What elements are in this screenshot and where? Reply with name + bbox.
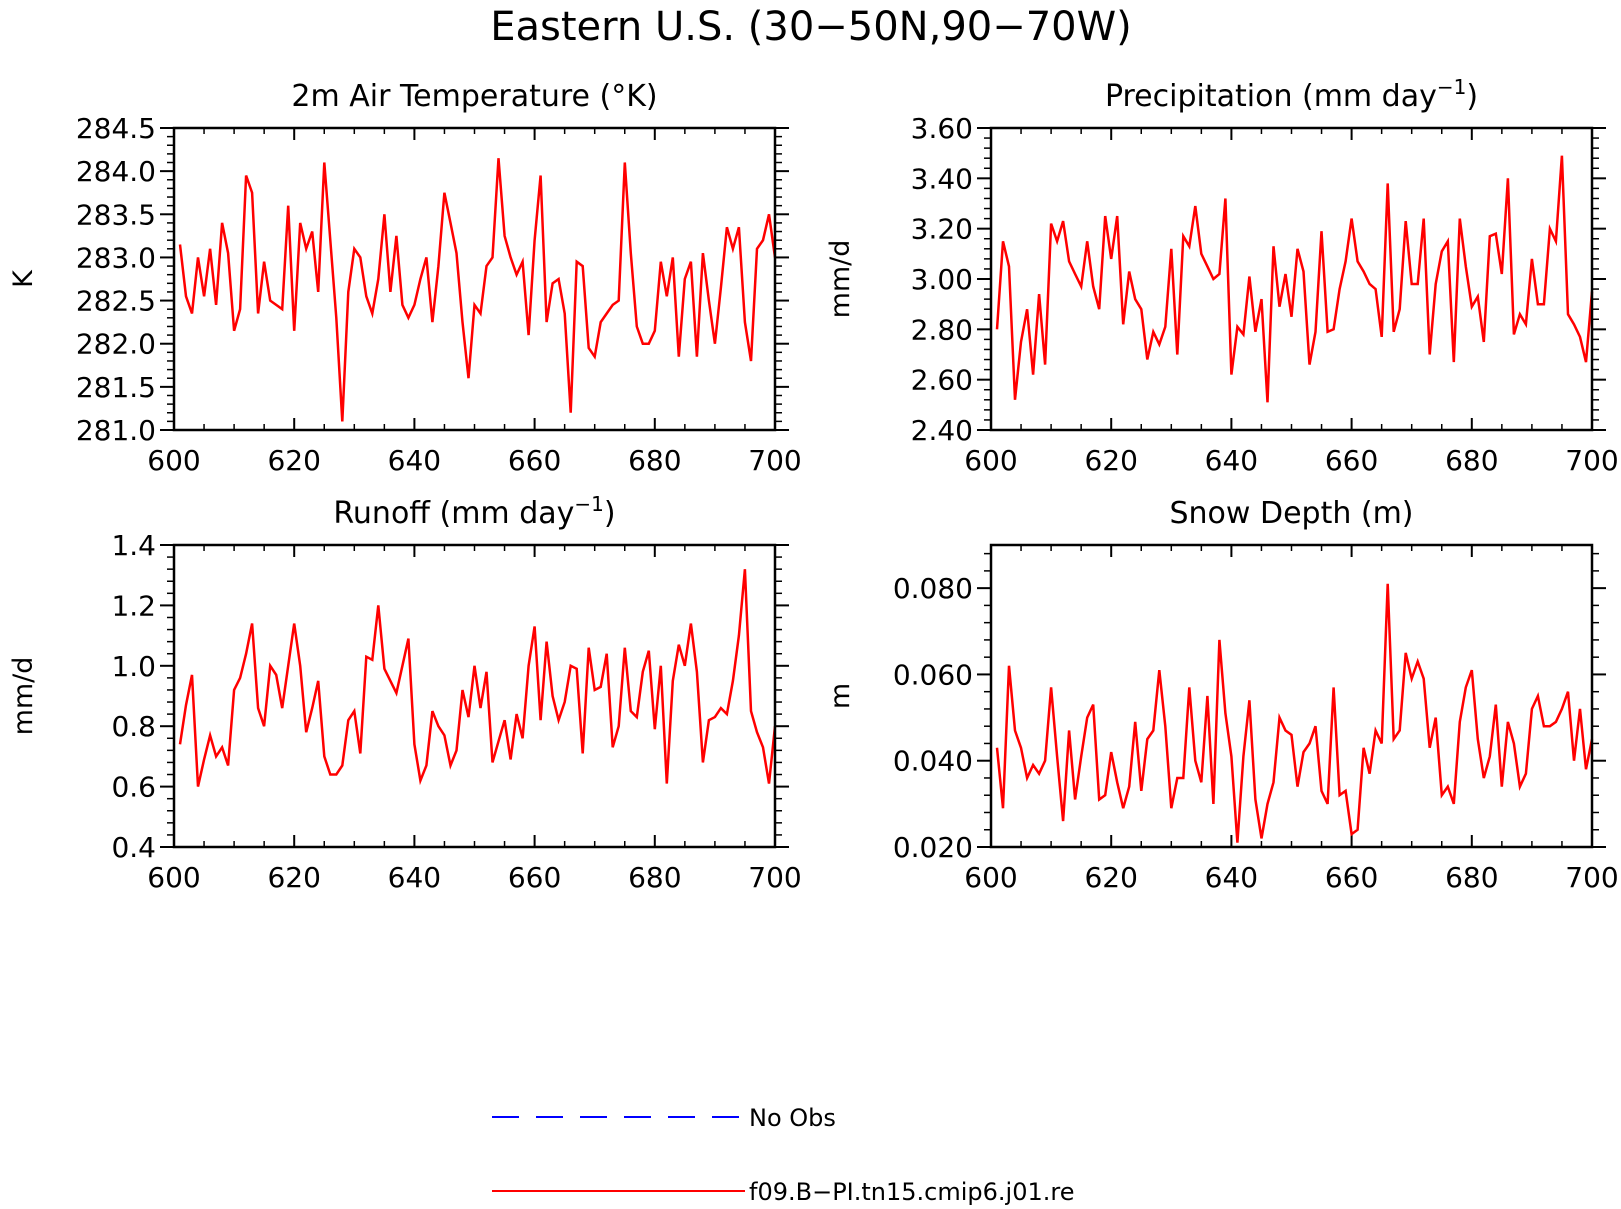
x-tick-label: 660	[1325, 861, 1378, 894]
y-tick-label: 0.6	[111, 771, 156, 804]
panel-title: Precipitation (mm day−1)	[1105, 75, 1478, 114]
panel-title-end: )	[604, 496, 616, 531]
panel-title: Snow Depth (m)	[1169, 496, 1413, 531]
plot-frame	[172, 543, 777, 849]
y-tick-label: 2.80	[911, 313, 973, 346]
y-tick-label: 1.0	[111, 650, 156, 683]
y-tick-label: 282.0	[76, 328, 156, 361]
legend-label-no-obs: No Obs	[749, 1104, 836, 1132]
series-line	[995, 155, 1594, 403]
x-tick-label: 600	[964, 861, 1017, 894]
panel-title: 2m Air Temperature (°K)	[291, 79, 657, 114]
y-tick-label: 0.8	[111, 710, 156, 743]
x-tick-label: 680	[628, 861, 681, 894]
y-tick-label: 0.020	[893, 831, 973, 864]
legend-label-model-run: f09.B−PI.tn15.cmip6.j01.re	[749, 1178, 1074, 1205]
x-tick-label: 600	[147, 444, 200, 477]
x-tick-label: 700	[748, 861, 801, 894]
legend-item-no-obs: No Obs	[492, 1104, 836, 1132]
x-tick-label: 620	[267, 444, 320, 477]
y-tick-label: 2.40	[911, 414, 973, 447]
x-tick-label: 640	[1205, 444, 1258, 477]
panel-2: Precipitation (mm day−1) mm/d 600 620 640 660…	[825, 75, 1619, 477]
panel-1: 2m Air Temperature (°K) K 600 620 640 660 680 7…	[8, 79, 802, 477]
y-axis-label: K	[8, 269, 39, 288]
x-tick-label: 640	[388, 444, 441, 477]
y-tick-label: 1.4	[111, 529, 156, 562]
x-tick-label: 700	[1565, 444, 1618, 477]
x-tick-label: 660	[1325, 444, 1378, 477]
x-tick-label: 640	[388, 861, 441, 894]
y-tick-label: 283.0	[76, 241, 156, 274]
x-tick-label: 640	[1205, 861, 1258, 894]
y-tick-label: 284.5	[76, 112, 156, 145]
panel-title-superscript: −1	[574, 492, 603, 516]
y-tick-label: 282.5	[76, 285, 156, 318]
panel-4: Snow Depth (m) m 600 620 640 660 680 700 0.020 0.…	[825, 496, 1619, 894]
plot-frame	[989, 543, 1594, 849]
x-tick-label: 700	[1565, 861, 1618, 894]
series-line	[178, 569, 777, 787]
plot-frame	[172, 126, 777, 432]
y-axis-label: m	[825, 683, 856, 709]
panel-title: Runoff (mm day−1)	[333, 492, 615, 531]
panel-title-superscript: −1	[1437, 75, 1466, 99]
x-tick-label: 600	[147, 861, 200, 894]
series-line	[995, 583, 1594, 843]
plot-frame	[989, 126, 1594, 432]
x-tick-label: 600	[964, 444, 1017, 477]
figure-title: Eastern U.S. (30−50N,90−70W)	[490, 4, 1132, 50]
y-tick-label: 3.60	[911, 112, 973, 145]
x-tick-label: 620	[1084, 444, 1137, 477]
y-tick-label: 3.20	[911, 213, 973, 246]
x-tick-label: 660	[508, 861, 561, 894]
y-tick-label: 1.2	[111, 589, 156, 622]
x-tick-label: 620	[267, 861, 320, 894]
y-axis-label: mm/d	[825, 240, 856, 319]
y-tick-label: 0.040	[893, 745, 973, 778]
x-tick-label: 680	[628, 444, 681, 477]
y-tick-label: 3.00	[911, 263, 973, 296]
y-axis-label: mm/d	[8, 657, 39, 736]
x-tick-label: 700	[748, 444, 801, 477]
x-tick-label: 680	[1445, 444, 1498, 477]
y-tick-label: 284.0	[76, 155, 156, 188]
x-tick-label: 620	[1084, 861, 1137, 894]
legend: No Obs f09.B−PI.tn15.cmip6.j01.re	[492, 1104, 1074, 1206]
panel-3: Runoff (mm day−1) mm/d 600 620 640 660 680 700 0…	[8, 492, 802, 894]
series-line	[178, 158, 777, 422]
y-tick-label: 0.4	[111, 831, 156, 864]
y-tick-label: 2.60	[911, 364, 973, 397]
y-tick-label: 283.5	[76, 198, 156, 231]
panels: 2m Air Temperature (°K) K 600 620 640 660 680 7…	[8, 75, 1619, 894]
x-tick-label: 660	[508, 444, 561, 477]
legend-item-model-run: f09.B−PI.tn15.cmip6.j01.re	[492, 1178, 1074, 1206]
y-tick-label: 3.40	[911, 162, 973, 195]
y-tick-label: 281.0	[76, 414, 156, 447]
panel-title-end: )	[1466, 79, 1478, 114]
y-tick-label: 0.080	[893, 572, 973, 605]
x-tick-label: 680	[1445, 861, 1498, 894]
y-tick-label: 0.060	[893, 658, 973, 691]
y-tick-label: 281.5	[76, 371, 156, 404]
